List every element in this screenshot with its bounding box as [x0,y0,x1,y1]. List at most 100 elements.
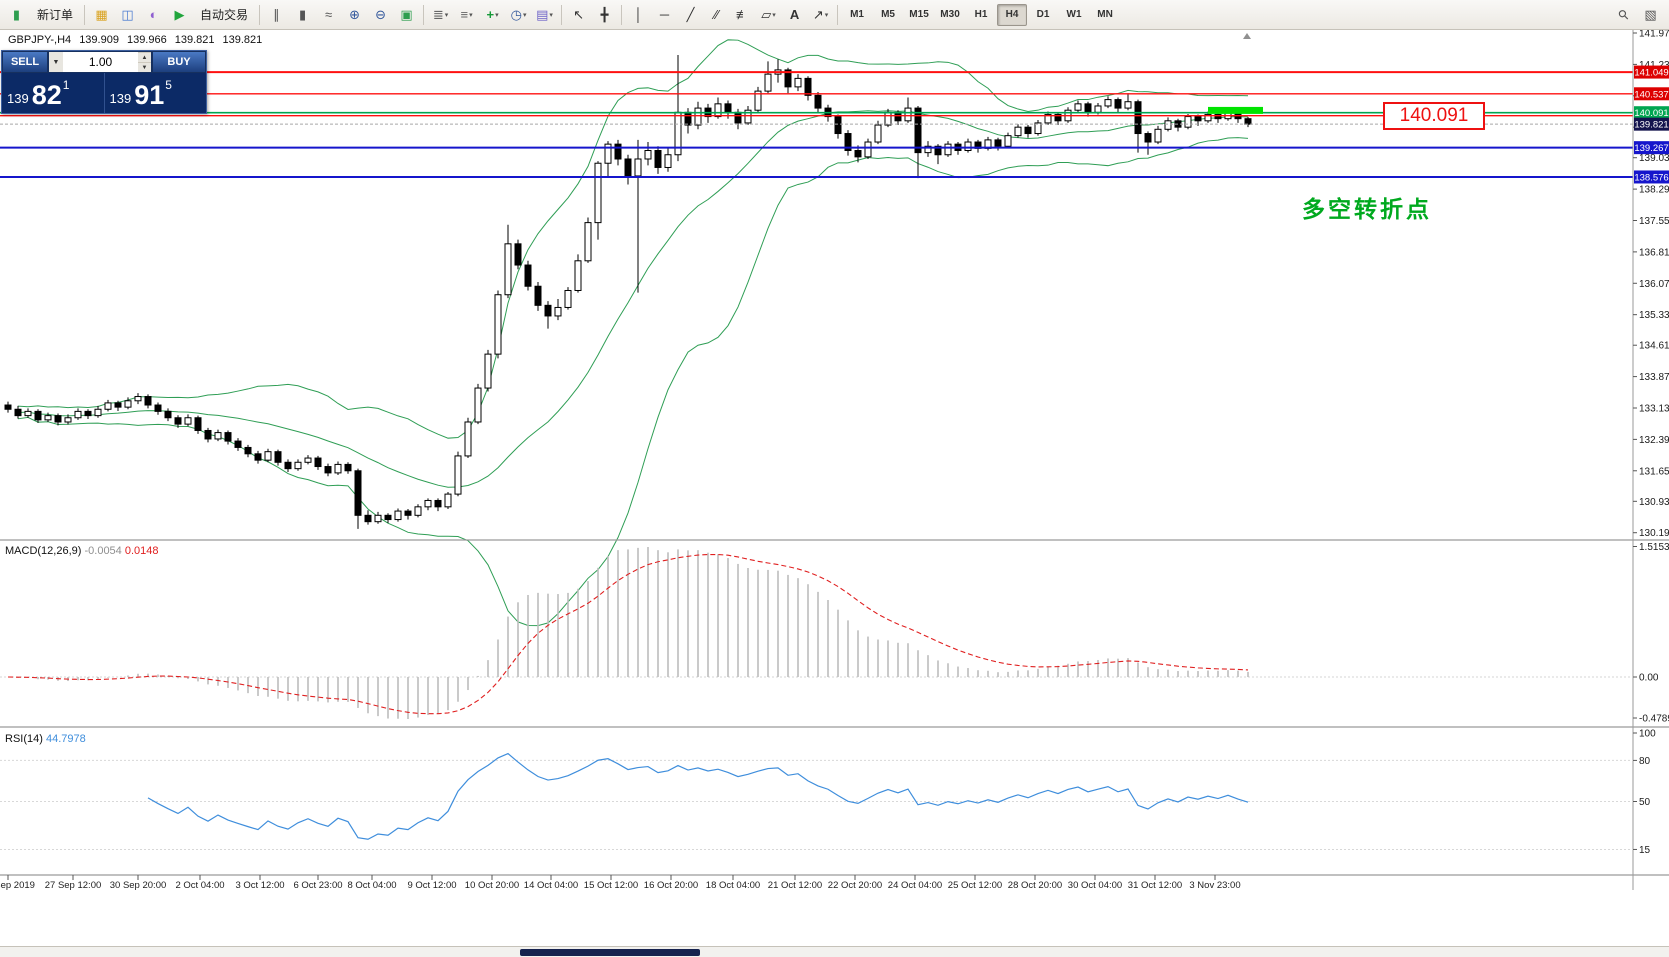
vertical-line-button[interactable]: │ [626,3,651,27]
svg-text:9 Oct 12:00: 9 Oct 12:00 [407,880,456,891]
time-axis: 26 Sep 2019 27 Sep 12:00 30 Sep 20:00 2 Oct… [0,875,1241,891]
new-order-button[interactable]: 新订单 [37,8,74,22]
rsi-indicator: RSI(14) 44.7978 100 80 50 15 [0,729,1656,856]
cursor-glyph-icon: ↖ [573,6,584,22]
channel-button[interactable]: ∕∕ [704,3,729,27]
svg-text:0.00: 0.00 [1639,673,1659,684]
charts-window-icon[interactable]: ▦ [89,3,114,27]
svg-text:30 Oct 04:00: 30 Oct 04:00 [1068,880,1122,891]
svg-text:139.267: 139.267 [1634,143,1668,154]
svg-text:21 Oct 12:00: 21 Oct 12:00 [768,880,822,891]
horizontal-price-lines[interactable] [0,71,1633,178]
lot-decrease-button[interactable]: ▼ [138,62,151,72]
terminal-icon-glyph-icon: ◐ [149,7,158,22]
svg-text:31 Oct 12:00: 31 Oct 12:00 [1128,880,1182,891]
fibonacci-button[interactable]: ≢ [730,3,755,27]
ohlc-low: 139.821 [174,34,215,46]
ohlc-high: 139.966 [126,34,167,46]
cursor-button[interactable]: ↖ [566,3,591,27]
timeframe-h4-button[interactable]: H4 [997,3,1028,26]
toolbar-separator [837,4,839,25]
timeframe-m5-button[interactable]: M5 [881,9,895,20]
text-label-glyph-icon: A [789,7,800,22]
chart-preview-icon[interactable]: ▧ [1638,3,1663,27]
lot-dropdown-arrow-icon[interactable]: ▼ [49,52,63,72]
pivot-price-callout[interactable]: 140.091 [1383,102,1485,130]
candlestick-series [4,55,1252,529]
zoom-out-button[interactable]: ⊖ [368,3,393,27]
dropdown-arrow-icon: ▾ [824,11,829,19]
terminal-icon[interactable]: ◐ [141,3,166,27]
scroll-to-end-marker[interactable] [1243,33,1251,39]
candlestick-chart-button[interactable]: ▮ [290,3,315,27]
zoom-in-button[interactable]: ⊕ [342,3,367,27]
timeframe-w1-button[interactable]: W1 [1066,9,1082,20]
search-icon[interactable]: ⚲ [1611,3,1636,27]
sell-price[interactable]: 139 82 1 [2,73,104,113]
bar-chart-glyph-icon: ∥ [273,6,280,22]
arrows-button[interactable]: ↗ ▾ [808,3,833,27]
lot-stepper: ▲ ▼ [138,52,151,72]
svg-text:132.390: 132.390 [1639,435,1669,446]
lot-size-input[interactable] [63,52,138,72]
text-label-button[interactable]: A [782,3,807,27]
tile-windows-button[interactable]: ▣ [394,3,419,27]
timeframe-m1-button[interactable]: M1 [850,9,864,20]
scrollbar-thumb[interactable] [520,949,700,956]
svg-text:26 Sep 2019: 26 Sep 2019 [0,880,35,891]
green-highlight-segment[interactable] [1208,106,1263,114]
svg-text:6 Oct 23:00: 6 Oct 23:00 [293,880,342,891]
line-chart-glyph-icon: ≈ [324,7,333,22]
sell-button[interactable]: SELL [2,51,48,73]
svg-text:136.070: 136.070 [1639,279,1669,290]
svg-text:136.810: 136.810 [1639,247,1669,258]
svg-text:10 Oct 20:00: 10 Oct 20:00 [465,880,519,891]
dropdown-arrow-icon: ▾ [522,11,527,19]
add-indicator-button[interactable]: + ▾ [480,3,505,27]
lot-increase-button[interactable]: ▲ [138,52,151,62]
svg-text:141.049: 141.049 [1634,68,1668,79]
timeframe-mn-button[interactable]: MN [1097,9,1113,20]
timeframe-h1-button[interactable]: H1 [974,9,988,20]
bar-chart-button[interactable]: ∥ [264,3,289,27]
svg-text:16 Oct 20:00: 16 Oct 20:00 [644,880,698,891]
autotrading-button[interactable]: 自动交易 [200,8,249,22]
horizontal-scrollbar[interactable] [0,946,1669,957]
templates-button[interactable]: ▤ ▾ [532,3,557,27]
svg-text:139.030: 139.030 [1639,153,1669,164]
svg-text:3 Oct 12:00: 3 Oct 12:00 [235,880,284,891]
arrows-glyph-icon: ↗ [812,6,824,22]
timeframe-d1-button[interactable]: D1 [1036,9,1050,20]
dropdown-arrow-icon: ▾ [549,11,553,19]
svg-text:134.610: 134.610 [1639,341,1669,352]
svg-text:137.550: 137.550 [1639,216,1669,227]
toolbar-separator [259,4,261,25]
crosshair-button[interactable]: ╋ [592,3,617,27]
bollinger-bands [17,39,1249,627]
vertical-line-glyph-icon: │ [634,7,643,22]
shapes-glyph-icon: ▱ [761,6,772,22]
shapes-button[interactable]: ▱ ▾ [756,3,781,27]
autotrading-play-icon-glyph-icon: ▶ [174,6,185,22]
svg-text:131.650: 131.650 [1639,466,1669,477]
dropdown-arrow-icon: ▾ [444,11,449,19]
horizontal-line-button[interactable]: ─ [652,3,677,27]
market-watch-icon[interactable]: ◫ [115,3,140,27]
periods-button[interactable]: ◷ ▾ [506,3,531,27]
new-order-icon[interactable]: ▮ [4,3,29,27]
timeframe-m30-button[interactable]: M30 [940,9,960,20]
svg-text:8 Oct 04:00: 8 Oct 04:00 [347,880,396,891]
toolbar: ▮ 新订单 ▦ ◫ ◐ ▶ 自动交易 ∥ ▮ ≈ ⊕ ⊖ ▣ ≣ ▾ ≡ ▾ + ▾ ◷ ▾ ▤ ▾ ↖ ╋ │ ─ ╱ ∕∕ ≢ ▱ ▾ A ↗… [0,0,1669,30]
autotrading-play-icon[interactable]: ▶ [167,3,192,27]
buy-price[interactable]: 139 91 5 [103,73,207,113]
chart-canvas[interactable]: 141.970141.230140.490139.750139.030138.2… [0,30,1669,947]
dropdown-arrow-icon: ▾ [469,11,473,19]
cycles-button[interactable]: ≡ ▾ [454,3,479,27]
trendline-glyph-icon: ╱ [686,6,695,22]
objects-list-button[interactable]: ≣ ▾ [428,3,453,27]
trendline-button[interactable]: ╱ [678,3,703,27]
buy-price-fraction: 5 [165,78,172,92]
timeframe-m15-button[interactable]: M15 [909,9,929,20]
buy-button[interactable]: BUY [152,51,206,73]
line-chart-button[interactable]: ≈ [316,3,341,27]
